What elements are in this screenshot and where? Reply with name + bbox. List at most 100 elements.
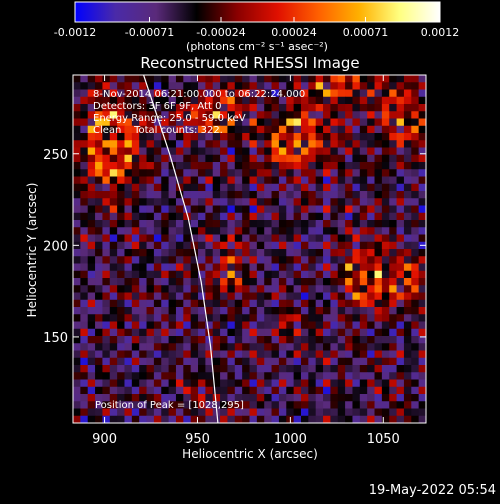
heatmap-cell xyxy=(80,75,89,83)
heatmap-cell xyxy=(80,270,89,279)
heatmap-cell xyxy=(367,249,375,257)
heatmap-cell xyxy=(337,241,346,250)
heatmap-cell xyxy=(73,336,81,344)
heatmap-cell xyxy=(271,256,280,264)
heatmap-cell xyxy=(153,147,162,156)
heatmap-cell xyxy=(153,75,162,83)
heatmap-cell xyxy=(198,205,206,214)
heatmap-cell xyxy=(117,386,125,395)
heatmap-cell xyxy=(227,147,236,156)
heatmap-cell xyxy=(168,227,177,235)
heatmap-cell xyxy=(374,154,383,163)
heatmap-cell xyxy=(242,227,250,235)
heatmap-cell xyxy=(249,379,258,388)
heatmap-cell xyxy=(396,205,405,214)
solar-limb-line xyxy=(143,75,219,423)
heatmap-cell xyxy=(323,234,331,243)
heatmap-cell xyxy=(198,299,206,308)
heatmap-cell xyxy=(183,75,192,83)
heatmap-cell xyxy=(345,386,353,395)
heatmap-cell xyxy=(315,263,324,272)
heatmap-cell xyxy=(256,263,265,272)
heatmap-cell xyxy=(234,212,243,221)
heatmap-cell xyxy=(146,249,155,257)
heatmap-cell xyxy=(242,234,250,243)
heatmap-cell xyxy=(205,394,214,402)
heatmap-cell xyxy=(80,379,89,388)
heatmap-cell xyxy=(102,256,111,264)
heatmap-cell xyxy=(190,278,199,286)
heatmap-cell xyxy=(73,401,81,409)
heatmap-cell xyxy=(168,125,177,134)
heatmap-cell xyxy=(337,249,346,257)
heatmap-cell xyxy=(418,205,426,214)
heatmap-cell xyxy=(256,343,265,351)
heatmap-cell xyxy=(183,307,192,315)
heatmap-cell xyxy=(95,140,103,148)
heatmap-cell xyxy=(271,176,280,185)
heatmap-cell xyxy=(278,227,287,235)
heatmap-cell xyxy=(212,220,221,228)
heatmap-cell xyxy=(117,270,125,279)
heatmap-cell xyxy=(146,198,155,206)
heatmap-cell xyxy=(359,140,368,148)
heatmap-cell xyxy=(345,394,353,402)
heatmap-cell xyxy=(323,82,331,90)
heatmap-cell xyxy=(374,299,383,308)
heatmap-cell xyxy=(198,241,206,250)
heatmap-cell xyxy=(367,292,375,301)
heatmap-cell xyxy=(124,299,133,308)
heatmap-cell xyxy=(264,205,272,214)
heatmap-cell xyxy=(190,401,199,409)
heatmap-cell xyxy=(396,328,405,337)
heatmap-cell xyxy=(367,365,375,373)
heatmap-cell xyxy=(87,307,96,315)
heatmap-cell xyxy=(146,89,155,98)
heatmap-cell xyxy=(374,394,383,402)
heatmap-cell xyxy=(396,292,405,301)
heatmap-cell xyxy=(161,357,169,366)
heatmap-cell xyxy=(389,401,397,409)
heatmap-cell xyxy=(418,147,426,156)
heatmap-cell xyxy=(271,212,280,221)
heatmap-cell xyxy=(337,386,346,395)
heatmap-cell xyxy=(278,379,287,388)
heatmap-cell xyxy=(198,140,206,148)
heatmap-cell xyxy=(249,357,258,366)
heatmap-cell xyxy=(293,249,302,257)
heatmap-cell xyxy=(102,111,111,119)
heatmap-cell xyxy=(146,343,155,351)
heatmap-cell xyxy=(271,299,280,308)
heatmap-cell xyxy=(234,386,243,395)
heatmap-cell xyxy=(337,191,346,199)
heatmap-cell xyxy=(323,379,331,388)
heatmap-cell xyxy=(190,292,199,301)
heatmap-cell xyxy=(139,299,147,308)
heatmap-cell xyxy=(278,415,287,423)
heatmap-cell xyxy=(131,401,140,409)
heatmap-cell xyxy=(175,336,184,344)
heatmap-cell xyxy=(168,415,177,423)
heatmap-cell xyxy=(308,314,317,322)
heatmap-cell xyxy=(345,147,353,156)
heatmap-cell xyxy=(117,336,125,344)
heatmap-cell xyxy=(109,285,118,293)
heatmap-cell xyxy=(131,75,140,83)
heatmap-cell xyxy=(308,292,317,301)
heatmap-cell xyxy=(183,256,192,264)
heatmap-cell xyxy=(109,408,118,417)
heatmap-cell xyxy=(227,321,236,330)
heatmap-cell xyxy=(183,220,192,228)
heatmap-cell xyxy=(315,154,324,163)
heatmap-cell xyxy=(374,162,383,170)
heatmap-cell xyxy=(242,328,250,337)
heatmap-cell xyxy=(168,241,177,250)
heatmap-cell xyxy=(381,169,390,177)
heatmap-cell xyxy=(300,372,309,380)
heatmap-cell xyxy=(205,191,214,199)
heatmap-cell xyxy=(205,147,214,156)
heatmap-cell xyxy=(278,183,287,192)
heatmap-cell xyxy=(168,249,177,257)
heatmap-cell xyxy=(146,75,155,83)
heatmap-cell xyxy=(102,212,111,221)
